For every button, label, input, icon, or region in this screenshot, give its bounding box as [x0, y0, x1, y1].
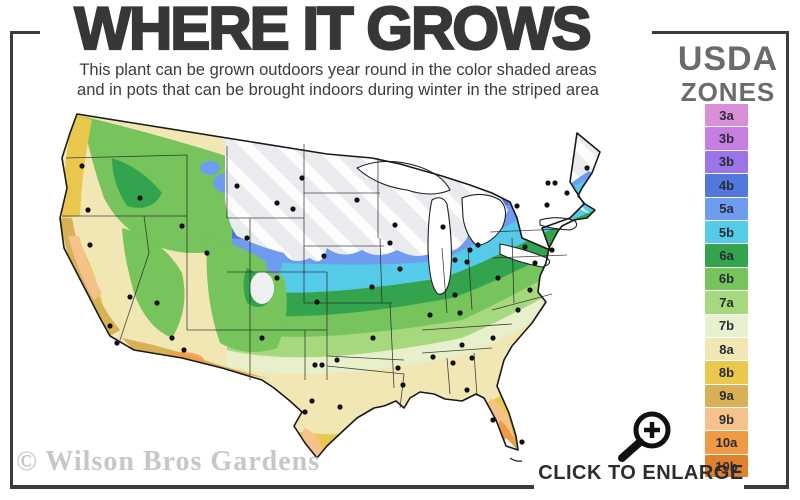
usa-outline	[59, 113, 601, 459]
legend-zone-5a-4: 5a	[705, 197, 748, 220]
legend-zone-3b-2: 3b	[705, 150, 748, 174]
lake-huron	[461, 193, 507, 247]
magnifier-plus-icon[interactable]	[606, 404, 682, 466]
lake-superior	[356, 160, 451, 195]
subtitle-line-1: This plant can be grown outdoors year ro…	[79, 61, 597, 79]
florida-keys	[509, 457, 523, 462]
subtitle: This plant can be grown outdoors year ro…	[18, 60, 658, 100]
legend-swatches: 3a 3b 3b 4b 5a 5b 6a 6b 7a 7b 8a 8b 9a 9b 10a 10b	[705, 104, 748, 478]
legend-zone-7a-8: 7a	[705, 291, 748, 314]
lake-michigan	[427, 197, 452, 295]
legend-zone-6a-6: 6a	[705, 244, 748, 267]
frame-top-right	[652, 31, 789, 34]
click-to-enlarge-label[interactable]: CLICK TO ENLARGE	[538, 462, 744, 484]
frame-bottom-left	[10, 485, 534, 489]
frame-top-left	[10, 31, 40, 34]
legend-zone-3b-1: 3b	[705, 127, 748, 150]
legend-zone-5b-5: 5b	[705, 220, 748, 244]
frame-bottom-right	[744, 485, 789, 489]
legend-zone-6b-7: 6b	[705, 267, 748, 291]
usa-map-svg	[59, 113, 601, 462]
usda-zone-map[interactable]	[22, 98, 662, 483]
subtitle-line-2: and in pots that can be brought indoors …	[77, 81, 599, 99]
legend-title-zones: ZONES	[680, 77, 776, 107]
legend-zone-10a-14: 10a	[705, 431, 748, 454]
legend-zone-9a-12: 9a	[705, 384, 748, 408]
legend-zone-8b-11: 8b	[705, 361, 748, 384]
legend-zone-9b-13: 9b	[705, 408, 748, 431]
legend-zone-10b-15: 10b	[705, 454, 748, 478]
frame-left	[10, 31, 13, 489]
striped-overwinter-indoors-region	[225, 133, 600, 262]
legend-zone-3a-0: 3a	[705, 104, 748, 127]
legend-title-usda: USDA	[677, 40, 779, 78]
page-title: WHERE IT GROWS	[73, 0, 593, 62]
legend-zone-8a-10: 8a	[705, 337, 748, 361]
legend-zone-7b-9: 7b	[705, 314, 748, 337]
watermark: © Wilson Bros Gardens	[16, 446, 321, 477]
legend-title: USDA ZONES	[666, 42, 790, 105]
legend-zone-4b-3: 4b	[705, 174, 748, 197]
city-dots	[79, 163, 590, 445]
state-borders	[62, 144, 568, 409]
frame-right	[786, 31, 789, 489]
lake-ontario	[539, 217, 578, 231]
